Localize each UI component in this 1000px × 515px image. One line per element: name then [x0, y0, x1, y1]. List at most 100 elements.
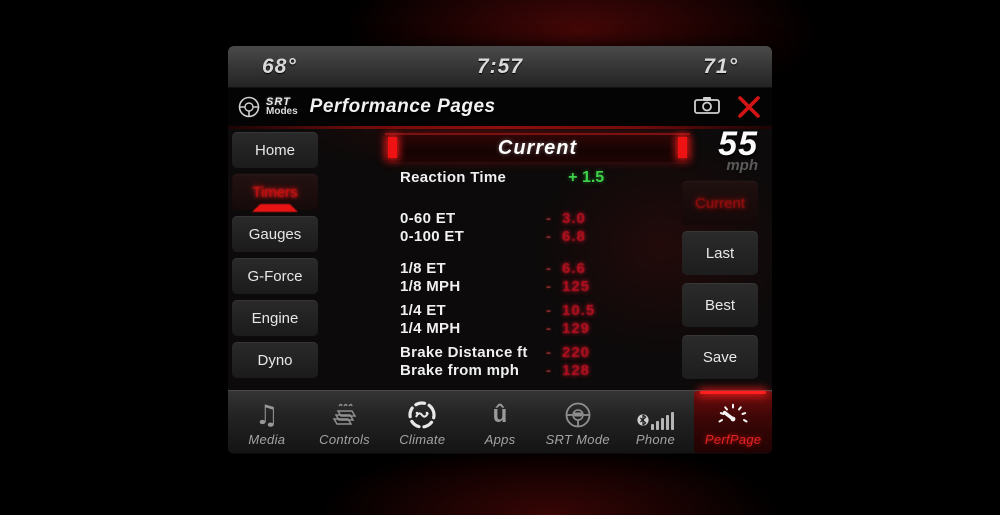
reaction-time-label: Reaction Time — [400, 169, 507, 186]
sidebar-item-label: Home — [254, 141, 295, 159]
stat-dash: - — [546, 260, 551, 277]
reaction-time-row: Reaction Time + 1.5 — [400, 169, 690, 187]
stat-value: 125 — [562, 278, 591, 295]
performance-gauge-icon — [717, 400, 749, 430]
speed-value: 55 — [718, 125, 758, 163]
table-row: Brake Distance ft - 220 — [400, 344, 690, 362]
nav-item-controls[interactable]: Controls — [306, 391, 384, 453]
bluetooth-signal-icon — [637, 400, 674, 430]
button-label: Current — [694, 194, 746, 212]
table-row: 0-60 ET - 3.0 — [400, 210, 690, 228]
music-note-icon: ♫ — [254, 399, 279, 431]
stat-label: Brake Distance ft — [400, 344, 528, 361]
reaction-time-value: + 1.5 — [568, 169, 605, 186]
uconnect-apps-icon: û — [492, 401, 508, 428]
stat-value: 129 — [562, 320, 591, 337]
seat-controls-icon — [331, 400, 359, 430]
sidebar-item-gauges[interactable]: Gauges — [232, 216, 318, 252]
stat-dash: - — [546, 228, 551, 245]
section-title-banner: Current — [385, 133, 690, 162]
nav-item-perfpage[interactable]: PerfPage — [694, 391, 772, 453]
button-label: Last — [705, 244, 735, 262]
uconnect-screen: 68° 7:57 71° SRT Modes Performance Pages — [228, 46, 772, 454]
steering-wheel-icon — [238, 96, 260, 118]
stat-dash: - — [546, 278, 551, 295]
table-row: 1/8 MPH - 125 — [400, 278, 690, 296]
speed-unit: mph — [726, 157, 758, 174]
table-row: 1/8 ET - 6.6 — [400, 260, 690, 278]
button-label: Save — [702, 348, 738, 366]
active-tab-glow-indicator — [252, 204, 298, 212]
timing-group-brake: Brake Distance ft - 220 Brake from mph -… — [400, 344, 690, 380]
close-icon[interactable] — [736, 95, 762, 119]
stat-value: 220 — [562, 344, 591, 361]
best-button[interactable]: Best — [682, 283, 758, 327]
stat-label: Brake from mph — [400, 362, 520, 379]
sidebar-item-home[interactable]: Home — [232, 132, 318, 168]
stat-value: 6.8 — [562, 228, 586, 245]
modes-logo-text: Modes — [266, 106, 298, 117]
stat-dash: - — [546, 320, 551, 337]
table-row: Brake from mph - 128 — [400, 362, 690, 380]
section-title: Current — [497, 137, 578, 159]
timing-group-0-60: 0-60 ET - 3.0 0-100 ET - 6.8 — [400, 210, 690, 246]
header-red-divider — [228, 126, 772, 129]
sidebar-item-engine[interactable]: Engine — [232, 300, 318, 336]
table-row: 1/4 ET - 10.5 — [400, 302, 690, 320]
page-title: Performance Pages — [309, 96, 496, 117]
nav-item-apps[interactable]: û Apps — [461, 391, 539, 453]
stat-value: 6.6 — [562, 260, 586, 277]
nav-label: Controls — [319, 432, 370, 447]
stat-label: 1/8 MPH — [400, 278, 461, 295]
timing-group-quarter: 1/4 ET - 10.5 1/4 MPH - 129 — [400, 302, 690, 338]
nav-item-phone[interactable]: Phone — [617, 391, 695, 453]
srt-logo-text: SRT — [266, 96, 291, 108]
stat-value: 128 — [562, 362, 591, 379]
sidebar-item-label: G-Force — [247, 267, 303, 285]
right-temperature: 71° — [703, 54, 738, 78]
srt-modes-logo: SRT Modes — [266, 96, 298, 117]
sidebar-item-label: Gauges — [248, 225, 302, 243]
stat-value: 10.5 — [562, 302, 596, 319]
stat-label: 1/4 ET — [400, 302, 446, 319]
sidebar-item-gforce[interactable]: G-Force — [232, 258, 318, 294]
stat-label: 0-100 ET — [400, 228, 465, 245]
nav-label: Apps — [484, 432, 516, 447]
timing-group-eighth: 1/8 ET - 6.6 1/8 MPH - 125 — [400, 260, 690, 296]
camera-icon[interactable] — [694, 95, 720, 120]
table-row: 1/4 MPH - 129 — [400, 320, 690, 338]
sidebar-item-label: Dyno — [257, 351, 293, 369]
nav-item-climate[interactable]: Climate — [383, 391, 461, 453]
stat-label: 1/4 MPH — [400, 320, 461, 337]
climate-fan-icon — [407, 400, 437, 430]
signal-bars — [650, 412, 674, 430]
stat-label: 1/8 ET — [400, 260, 446, 277]
left-temperature: 68° — [262, 54, 297, 78]
table-row: 0-100 ET - 6.8 — [400, 228, 690, 246]
stat-dash: - — [546, 344, 551, 361]
nav-item-srt-mode[interactable]: SRT Mode — [539, 391, 617, 453]
last-button[interactable]: Last — [682, 231, 758, 275]
speed-readout: 55 mph — [678, 125, 758, 174]
stat-label: 0-60 ET — [400, 210, 456, 227]
nav-item-media[interactable]: ♫ Media — [228, 391, 306, 453]
timers-content: Home Timers Gauges G-Force Engine Dyno C… — [228, 125, 772, 390]
nav-label: Phone — [635, 432, 675, 447]
sidebar-item-timers[interactable]: Timers — [232, 174, 318, 212]
save-button[interactable]: Save — [682, 335, 758, 379]
stat-value: 3.0 — [562, 210, 586, 227]
sidebar-item-label: Timers — [252, 183, 298, 201]
current-button[interactable]: Current — [682, 181, 758, 225]
banner-left-cap — [388, 137, 397, 158]
button-label: Best — [704, 296, 735, 314]
clock: 7:57 — [476, 54, 524, 78]
status-bar: 68° 7:57 71° — [228, 46, 772, 88]
stat-dash: - — [546, 362, 551, 379]
nav-label: PerfPage — [704, 432, 762, 447]
steering-wheel-icon — [564, 400, 592, 430]
nav-label: Media — [248, 432, 286, 447]
sidebar-item-dyno[interactable]: Dyno — [232, 342, 318, 378]
sidebar-item-label: Engine — [251, 309, 299, 327]
stat-dash: - — [546, 302, 551, 319]
